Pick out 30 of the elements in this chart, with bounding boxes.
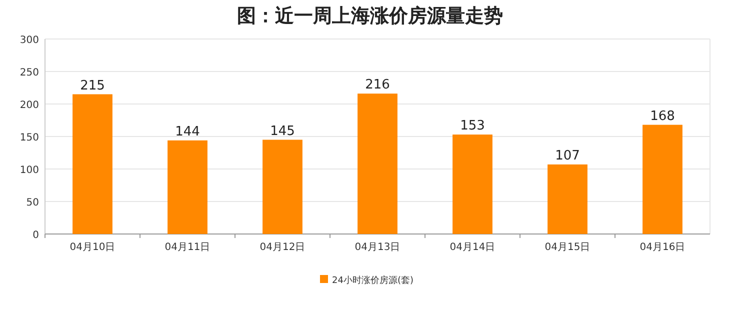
- x-tick-label: 04月16日: [640, 242, 686, 253]
- data-label: 215: [80, 78, 105, 94]
- x-tick-label: 04月15日: [544, 242, 590, 253]
- bar: [642, 124, 682, 234]
- x-tick-label: 04月14日: [450, 242, 496, 253]
- x-tick-label: 04月11日: [164, 242, 210, 253]
- bar: [168, 140, 208, 234]
- bar: [262, 140, 302, 234]
- bar: [72, 94, 112, 234]
- y-tick-label: 50: [26, 198, 39, 208]
- y-tick-label: 300: [20, 35, 39, 46]
- y-tick-label: 200: [20, 100, 39, 111]
- x-tick-label: 04月13日: [354, 242, 400, 253]
- bar: [548, 164, 588, 234]
- y-tick-label: 100: [20, 165, 39, 176]
- data-label: 168: [650, 108, 675, 124]
- data-label: 145: [270, 124, 295, 139]
- data-label: 153: [460, 118, 485, 134]
- x-tick-label: 04月10日: [70, 242, 116, 253]
- data-label: 107: [555, 148, 580, 164]
- y-tick-label: 250: [20, 68, 39, 78]
- bar: [452, 134, 492, 234]
- y-tick-label: 150: [20, 132, 39, 144]
- y-tick-label: 0: [32, 230, 39, 241]
- data-label: 216: [365, 78, 390, 93]
- x-tick-label: 04月12日: [260, 242, 306, 253]
- legend-label: 24小时涨价房源(套): [332, 275, 414, 286]
- chart-title: 图：近一周上海涨价房源量走势: [237, 5, 503, 27]
- bar: [358, 94, 398, 234]
- data-label: 144: [175, 124, 200, 140]
